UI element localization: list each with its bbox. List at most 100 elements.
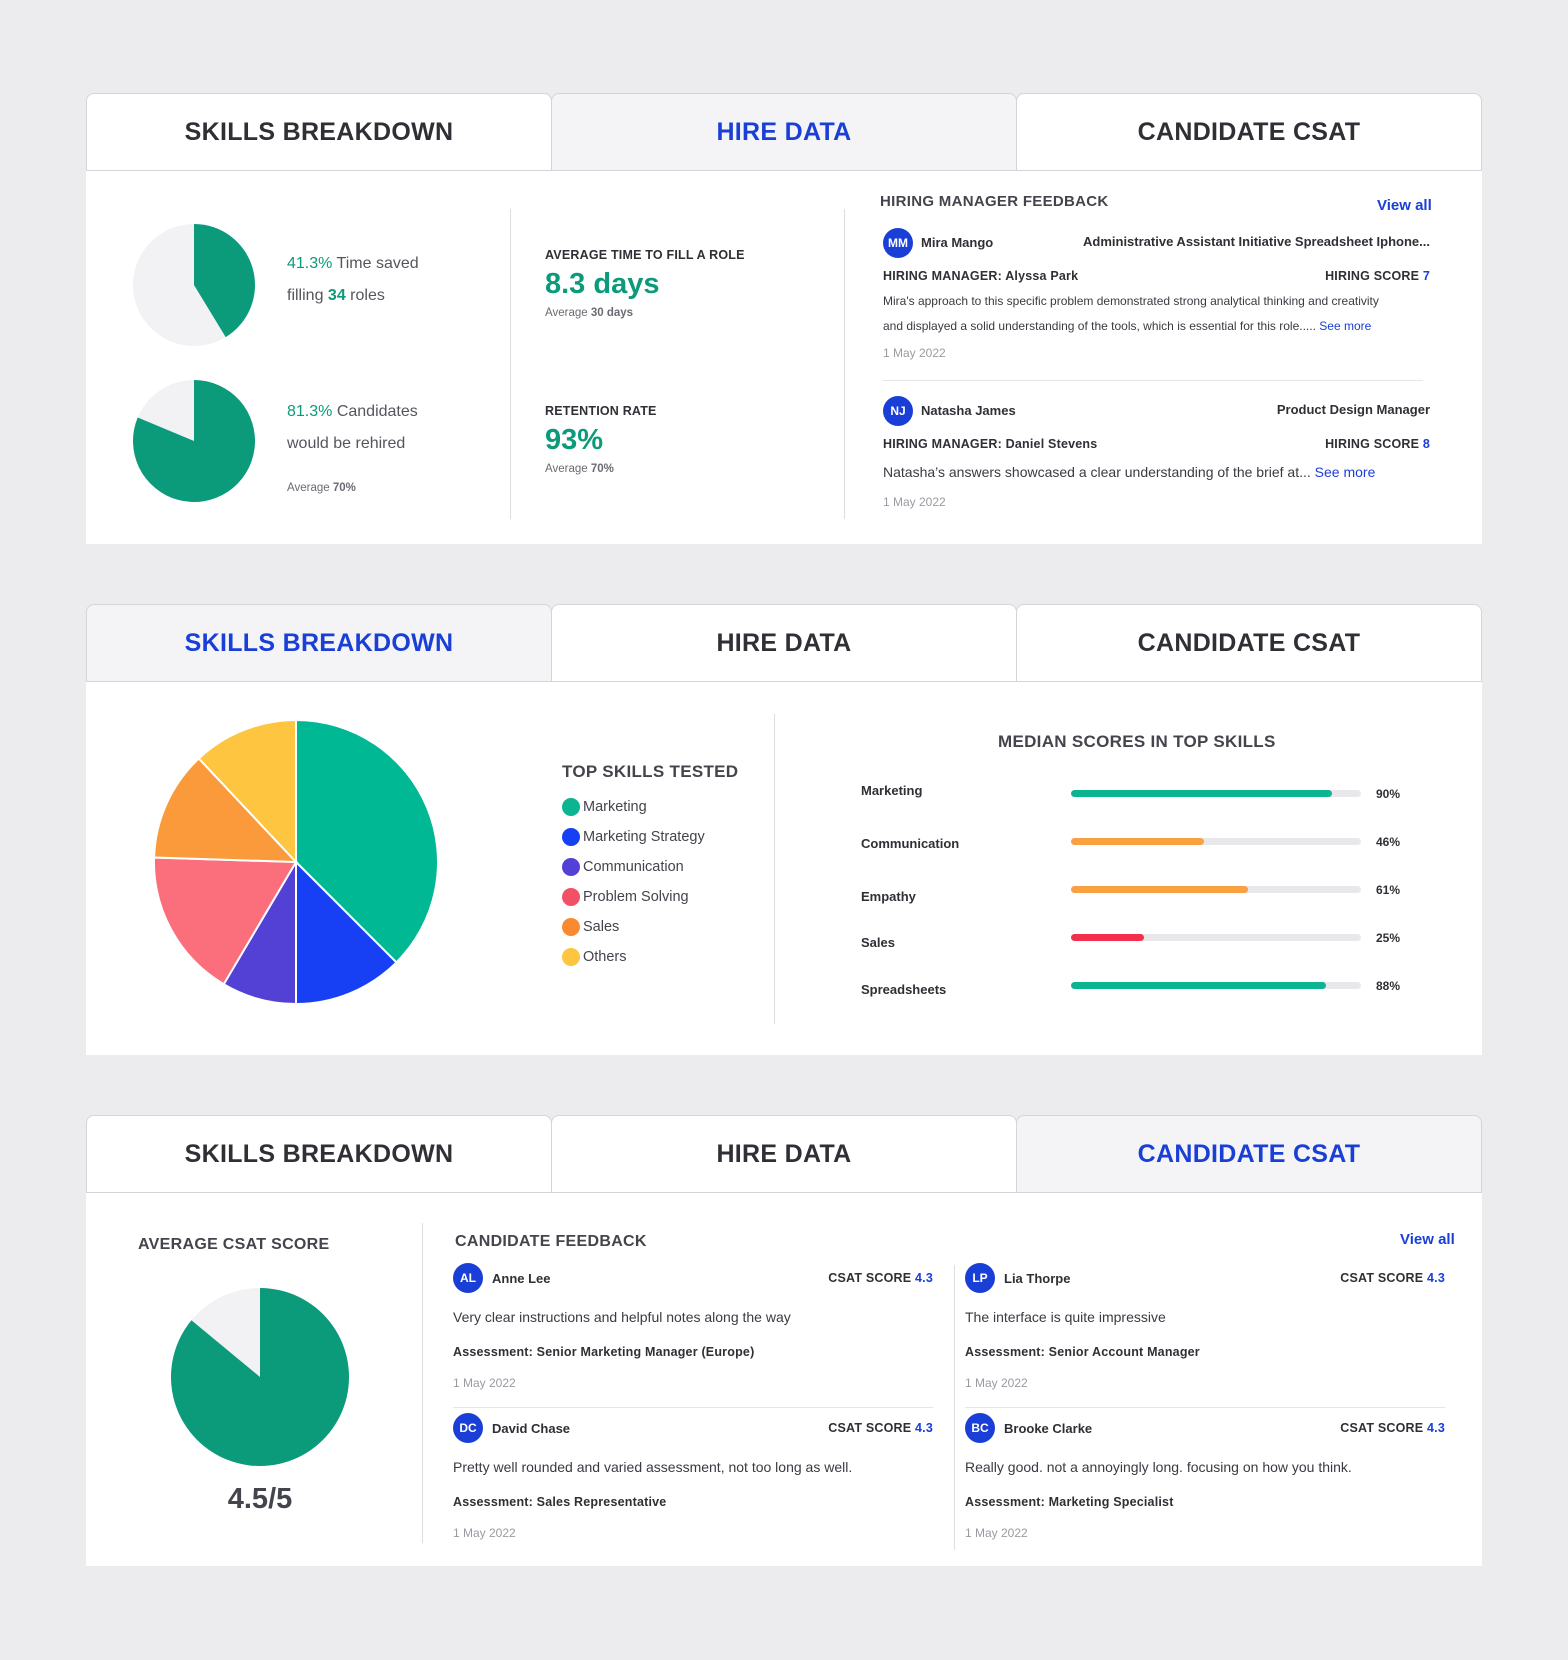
retention-average: Average 70%	[545, 463, 614, 475]
time-saved-pct: 41.3%	[287, 255, 333, 272]
avg-time-value: 8.3 days	[545, 268, 660, 300]
csat-score-label: CSAT SCORE	[828, 1271, 912, 1285]
feedback-text: Pretty well rounded and varied assessmen…	[453, 1459, 853, 1475]
tab-skills-breakdown[interactable]: SKILLS BREAKDOWN	[86, 1115, 552, 1193]
tab-hire-data[interactable]: HIRE DATA	[551, 1115, 1017, 1193]
csat-pie	[171, 1288, 349, 1466]
feedback-separator	[883, 380, 1423, 381]
divider	[844, 209, 845, 519]
legend-item: Problem Solving	[562, 888, 689, 906]
csat-score-row: CSAT SCORE 4.3	[1340, 1421, 1445, 1435]
feedback-text-line-2: and displayed a solid understanding of t…	[883, 319, 1316, 333]
candidate-feedback-title: CANDIDATE FEEDBACK	[455, 1233, 647, 1250]
hiring-score-value: 8	[1422, 437, 1430, 451]
tab-skills-breakdown[interactable]: SKILLS BREAKDOWN	[86, 604, 552, 682]
divider	[954, 1265, 955, 1550]
feedback-separator	[965, 1407, 1445, 1408]
candidate-name: Anne Lee	[492, 1271, 551, 1286]
tab-candidate-csat[interactable]: CANDIDATE CSAT	[1016, 1115, 1482, 1193]
skill-bar-fill	[1071, 886, 1248, 893]
csat-score: 4.5/5	[227, 1483, 293, 1515]
rehired-pie-slice	[133, 380, 255, 502]
feedback-date: 1 May 2022	[883, 346, 946, 360]
csat-score-value: 4.3	[915, 1421, 933, 1435]
feedback-text-line: Natasha’s answers showcased a clear unde…	[883, 464, 1311, 480]
legend-swatch	[562, 858, 580, 876]
feedback-card: BC Brooke Clarke CSAT SCORE 4.3 Really g…	[965, 1413, 1445, 1563]
tab-skills-breakdown[interactable]: SKILLS BREAKDOWN	[86, 93, 552, 171]
feedback-date: 1 May 2022	[965, 1376, 1028, 1390]
feedback-date: 1 May 2022	[965, 1526, 1028, 1540]
hiring-manager-label: HIRING MANAGER:	[883, 437, 1002, 451]
time-saved-line2: filling 34 roles	[287, 287, 385, 305]
skill-bar-track	[1071, 982, 1361, 989]
csat-score-value: 4.3	[1427, 1421, 1445, 1435]
avatar: MM	[883, 228, 913, 258]
csat-score-label: CSAT SCORE	[1340, 1271, 1424, 1285]
see-more-link[interactable]: See more	[1319, 319, 1372, 333]
retention-label: RETENTION RATE	[545, 404, 657, 418]
pie-slice-marketing-strategy	[295, 859, 398, 1006]
time-saved-pie-slice	[194, 224, 255, 338]
divider	[510, 209, 511, 519]
pie-slice-sales	[153, 757, 299, 864]
csat-score-value: 4.3	[915, 1271, 933, 1285]
legend-label: Marketing	[583, 799, 647, 815]
feedback-date: 1 May 2022	[453, 1376, 516, 1390]
feedback-text: Mira's approach to this specific problem…	[883, 289, 1423, 339]
legend-item: Communication	[562, 858, 684, 876]
skill-pct: 61%	[1376, 883, 1401, 897]
legend-label: Communication	[583, 859, 684, 875]
see-more-link[interactable]: See more	[1314, 464, 1376, 480]
candidate-name: Mira Mango	[921, 235, 994, 250]
candidate-name: David Chase	[492, 1421, 571, 1436]
avatar: DC	[453, 1413, 483, 1443]
view-all-link[interactable]: View all	[1377, 197, 1432, 214]
tab-bar: SKILLS BREAKDOWN HIRE DATA CANDIDATE CSA…	[86, 1115, 1482, 1193]
assessment-label: Assessment: Sales Representative	[453, 1495, 667, 1509]
skill-bar-fill	[1071, 982, 1327, 989]
avg-csat-title: AVERAGE CSAT SCORE	[138, 1236, 330, 1253]
avg-time-average-label: Average	[545, 307, 588, 319]
feedback-card: DC David Chase CSAT SCORE 4.3 Pretty wel…	[453, 1413, 933, 1563]
rehired-average-label: Average	[287, 482, 330, 494]
assessment-label: Assessment: Marketing Specialist	[965, 1495, 1174, 1509]
tab-candidate-csat[interactable]: CANDIDATE CSAT	[1016, 604, 1482, 682]
skill-pct: 46%	[1376, 835, 1401, 849]
skill-bar-track	[1071, 886, 1361, 893]
divider	[422, 1223, 423, 1543]
tab-hire-data[interactable]: HIRE DATA	[551, 604, 1017, 682]
skill-name: Spreadsheets	[861, 982, 947, 997]
time-saved-roles: roles	[350, 287, 385, 304]
rehired-line1: 81.3% Candidates	[287, 403, 418, 421]
hiring-feedback-title: HIRING MANAGER FEEDBACK	[880, 193, 1109, 210]
hire-data-panel: SKILLS BREAKDOWN HIRE DATA CANDIDATE CSA…	[86, 93, 1482, 544]
tab-bar: SKILLS BREAKDOWN HIRE DATA CANDIDATE CSA…	[86, 604, 1482, 682]
legend-swatch	[562, 888, 580, 906]
legend-item: Marketing Strategy	[562, 828, 705, 846]
hiring-score-value: 7	[1422, 269, 1430, 283]
csat-score-row: CSAT SCORE 4.3	[828, 1421, 933, 1435]
time-saved-pie	[133, 224, 255, 346]
legend-item: Marketing	[562, 798, 647, 816]
rehired-average-value: 70%	[332, 482, 356, 494]
avg-time-average: Average 30 days	[545, 307, 633, 319]
legend-item: Sales	[562, 918, 619, 936]
legend-swatch	[562, 948, 580, 966]
csat-score-value: 4.3	[1427, 1271, 1445, 1285]
feedback-card: AL Anne Lee CSAT SCORE 4.3 Very clear in…	[453, 1263, 933, 1413]
skill-pct: 90%	[1376, 787, 1401, 801]
skill-pct: 88%	[1376, 979, 1401, 993]
candidate-name: Lia Thorpe	[1004, 1271, 1071, 1286]
skill-name: Sales	[861, 935, 895, 950]
view-all-link[interactable]: View all	[1400, 1231, 1455, 1248]
csat-score-label: CSAT SCORE	[1340, 1421, 1424, 1435]
rehired-line2: would be rehired	[287, 435, 406, 452]
tab-hire-data[interactable]: HIRE DATA	[551, 93, 1017, 171]
avatar: LP	[965, 1263, 995, 1293]
roles-count: 34	[327, 287, 346, 304]
tab-candidate-csat[interactable]: CANDIDATE CSAT	[1016, 93, 1482, 171]
hiring-score: HIRING SCORE 7	[1325, 269, 1430, 283]
assessment-label: Assessment: Senior Marketing Manager (Eu…	[453, 1345, 755, 1359]
skill-bar-track	[1071, 790, 1361, 797]
